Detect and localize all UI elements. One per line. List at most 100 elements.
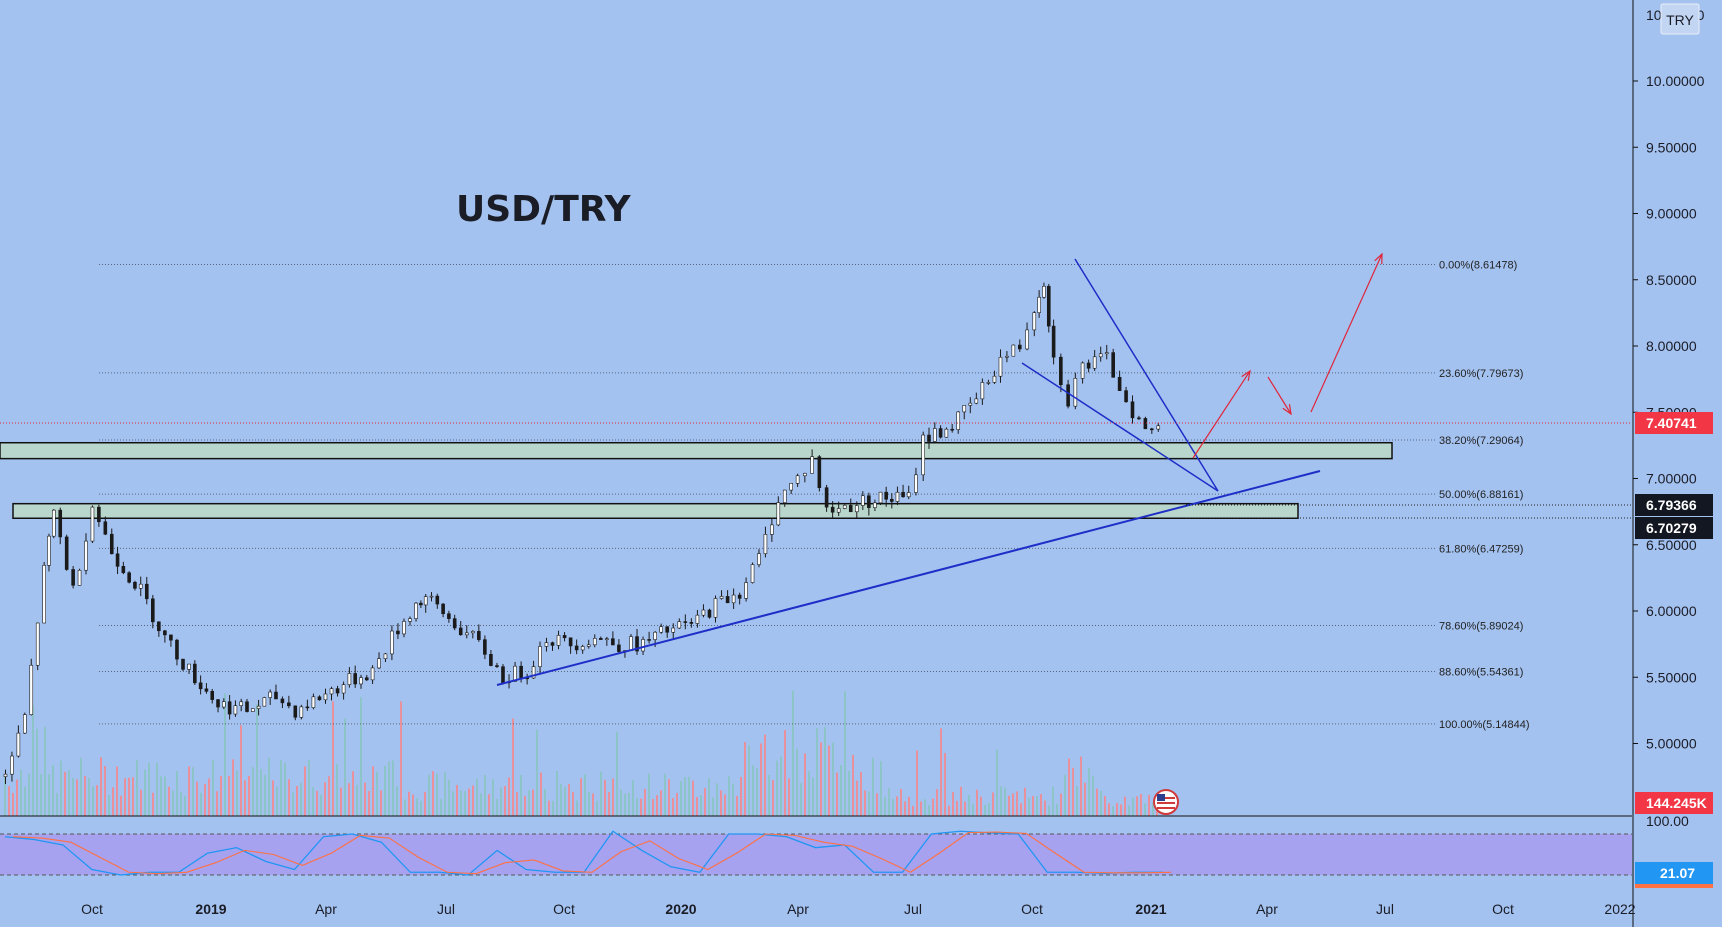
volume-bar [672, 798, 674, 816]
volume-bar [844, 691, 846, 816]
volume-bar [980, 796, 982, 816]
candle-body [795, 475, 800, 484]
volume-bar [60, 760, 62, 816]
projection-arrow-up [1192, 370, 1251, 459]
volume-bar [748, 745, 750, 816]
volume-bar [108, 795, 110, 816]
volume-bar [1024, 787, 1026, 816]
volume-bar [368, 791, 370, 816]
candle-body [1080, 362, 1085, 379]
volume-bar [384, 765, 386, 816]
volume-bar [412, 794, 414, 816]
volume-bar [240, 725, 242, 816]
volume-bar [920, 801, 922, 816]
candle-body [1124, 390, 1128, 403]
volume-bar [788, 778, 790, 816]
candle-body [47, 535, 51, 566]
volume-bar [752, 765, 754, 816]
volume-bar [1096, 788, 1098, 816]
stoch-d-line [12, 831, 1172, 875]
candle-body [842, 504, 847, 509]
candle-body [647, 639, 651, 641]
volume-bar [272, 780, 274, 816]
candle-body [568, 637, 573, 647]
candle-body [770, 524, 774, 535]
volume-bar [120, 795, 122, 816]
volume-bar [372, 766, 374, 816]
volume-bar [1056, 803, 1058, 816]
volume-bar [892, 799, 894, 816]
volume-bar [472, 785, 474, 816]
candle-body [1117, 377, 1122, 391]
volume-bar [828, 745, 830, 816]
volume-bar [536, 729, 538, 816]
x-tick-label: Oct [1021, 901, 1043, 917]
volume-bar [304, 766, 306, 816]
volume-bar [192, 767, 194, 816]
volume-bar [1100, 790, 1102, 816]
volume-bar [564, 786, 566, 816]
volume-bar [756, 768, 758, 816]
fib-label: 88.60%(5.54361) [1439, 666, 1523, 678]
volume-bar [48, 774, 50, 816]
candle-body [1150, 428, 1154, 431]
volume-bar [924, 799, 926, 816]
volume-bar [772, 780, 774, 816]
volume-bar [220, 776, 222, 816]
volume-bar [624, 793, 626, 816]
candle-body [659, 626, 663, 633]
volume-bar [204, 783, 206, 816]
candle-body [347, 673, 352, 685]
candle-body [84, 540, 88, 571]
flag-icon[interactable] [1153, 789, 1179, 815]
volume-bar [1152, 802, 1154, 816]
candle-body [890, 498, 894, 502]
candle-body [16, 732, 21, 757]
y-tick-label: 6.00000 [1646, 603, 1697, 619]
volume-bar [36, 728, 38, 816]
candle-body [305, 706, 310, 709]
volume-bar [544, 789, 546, 816]
volume-bar [880, 761, 882, 816]
volume-bar [836, 772, 838, 816]
candle-body [77, 569, 82, 586]
price-candles [3, 282, 1161, 784]
volume-bar [1044, 800, 1046, 816]
volume-bar [936, 789, 938, 816]
currency-badge[interactable]: TRY [1660, 3, 1700, 35]
candle-body [471, 631, 475, 634]
volume-bar [72, 777, 74, 816]
volume-bar [628, 792, 630, 816]
volume-bar [984, 804, 986, 816]
candle-body [605, 638, 609, 641]
volume-bar [860, 771, 862, 816]
x-tick-label: Oct [81, 901, 103, 917]
candle-body [364, 677, 369, 681]
volume-bar [432, 771, 434, 816]
wedge-upper-line [1074, 258, 1219, 492]
volume-bar [528, 790, 530, 816]
volume-bar [712, 797, 714, 816]
x-tick-label: Jul [1376, 901, 1394, 917]
volume-bar [248, 775, 250, 816]
fib-label: 23.60%(7.79673) [1439, 368, 1523, 380]
volume-bar [676, 793, 678, 816]
volume-bar [820, 742, 822, 816]
volume-bar [932, 798, 934, 816]
volume-bar [408, 791, 410, 816]
volume-bar [40, 773, 42, 816]
candle-body [169, 634, 173, 641]
volume-bar [468, 788, 470, 816]
candle-body [216, 699, 220, 708]
y-tick-label: 8.50000 [1646, 272, 1697, 288]
candle-body [1111, 352, 1115, 378]
volume-bar [356, 784, 358, 816]
volume-bar [912, 805, 914, 816]
candle-body [574, 645, 579, 651]
candle-body [895, 491, 900, 502]
candle-body [641, 639, 645, 652]
volume-bar [1112, 805, 1114, 816]
candle-body [370, 667, 375, 681]
volume-bar [804, 753, 806, 816]
candle-body [198, 682, 203, 690]
